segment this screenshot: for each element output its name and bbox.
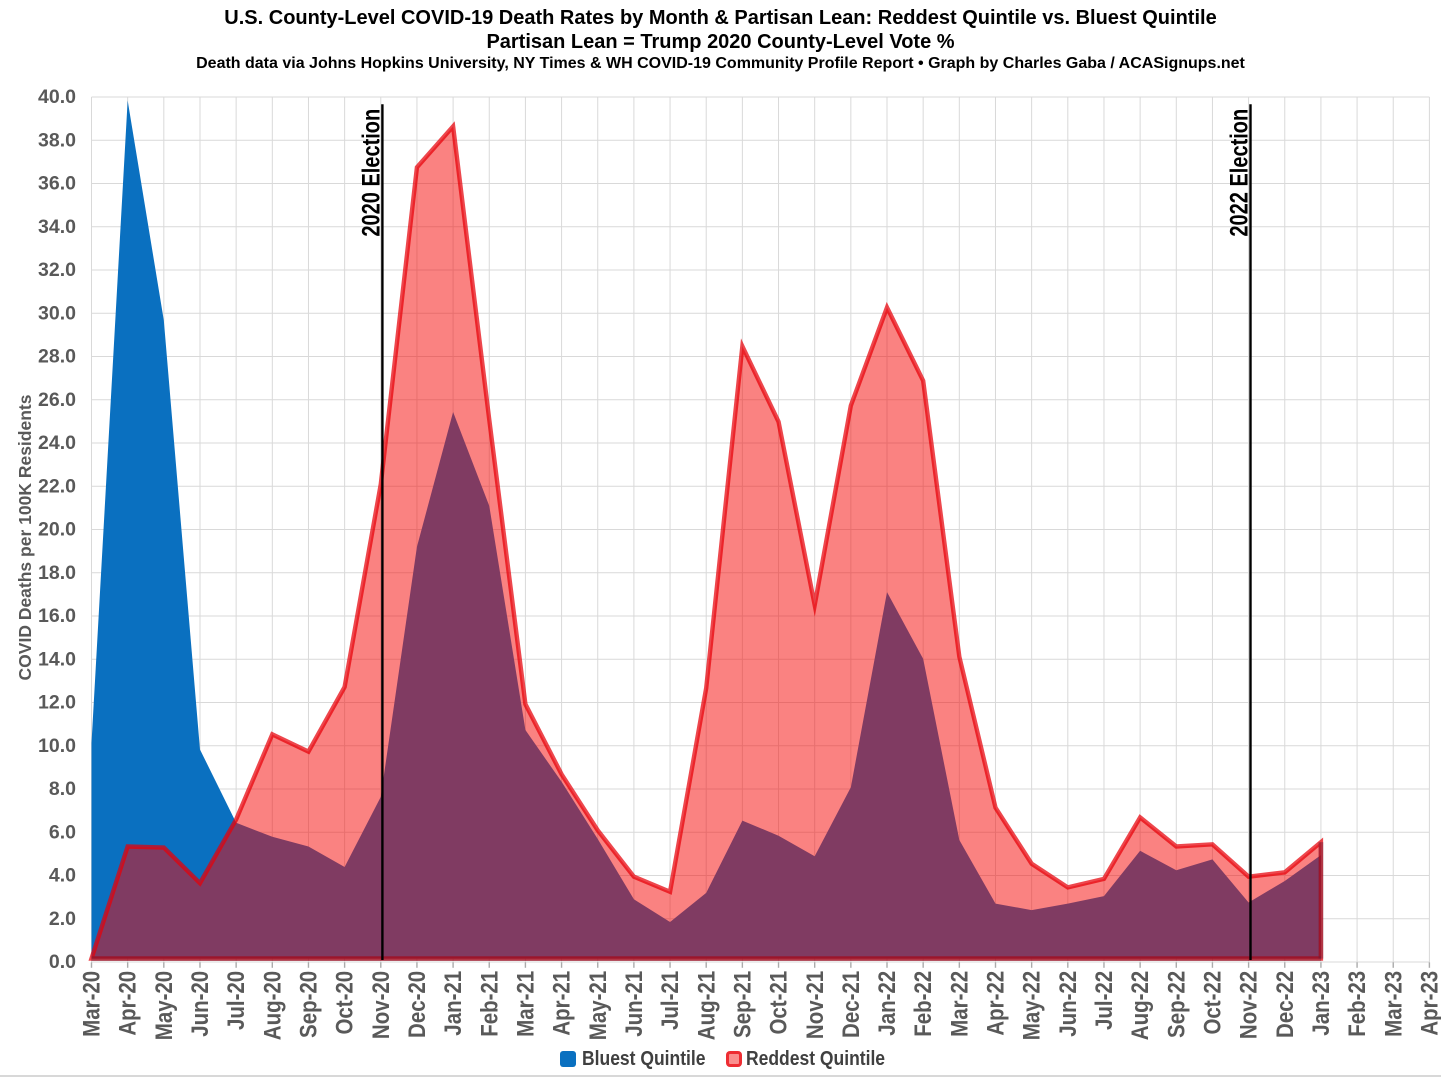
svg-text:8.0: 8.0 xyxy=(49,778,76,800)
svg-text:Dec-20: Dec-20 xyxy=(403,971,430,1038)
svg-text:Dec-21: Dec-21 xyxy=(837,971,864,1038)
svg-text:COVID Deaths per 100K Resident: COVID Deaths per 100K Residents xyxy=(15,394,35,680)
svg-text:2022 Election: 2022 Election xyxy=(1226,109,1254,237)
svg-text:May-20: May-20 xyxy=(150,971,177,1040)
svg-text:Dec-22: Dec-22 xyxy=(1271,971,1298,1038)
svg-text:Apr-20: Apr-20 xyxy=(114,971,141,1036)
svg-text:Apr-23: Apr-23 xyxy=(1416,971,1441,1036)
svg-text:22.0: 22.0 xyxy=(38,475,76,497)
svg-text:30.0: 30.0 xyxy=(38,302,76,324)
svg-text:Nov-22: Nov-22 xyxy=(1235,971,1262,1039)
svg-text:14.0: 14.0 xyxy=(38,648,76,670)
svg-text:Nov-20: Nov-20 xyxy=(367,971,394,1039)
svg-text:26.0: 26.0 xyxy=(38,389,76,411)
svg-text:2020 Election: 2020 Election xyxy=(357,109,385,237)
svg-text:32.0: 32.0 xyxy=(38,259,76,281)
svg-text:Jul-21: Jul-21 xyxy=(657,971,684,1030)
svg-text:Jun-21: Jun-21 xyxy=(620,971,647,1037)
svg-text:Mar-21: Mar-21 xyxy=(512,971,539,1037)
svg-text:0.0: 0.0 xyxy=(49,951,76,973)
svg-text:Jan-23: Jan-23 xyxy=(1307,971,1334,1036)
svg-text:2.0: 2.0 xyxy=(49,908,76,930)
svg-text:Jun-22: Jun-22 xyxy=(1054,971,1081,1037)
svg-text:Feb-22: Feb-22 xyxy=(910,971,937,1037)
svg-text:Feb-21: Feb-21 xyxy=(476,971,503,1037)
svg-text:28.0: 28.0 xyxy=(38,346,76,368)
svg-text:20.0: 20.0 xyxy=(38,519,76,541)
svg-text:Jul-20: Jul-20 xyxy=(223,971,250,1030)
svg-text:4.0: 4.0 xyxy=(49,865,76,887)
svg-text:34.0: 34.0 xyxy=(38,216,76,238)
svg-text:Jan-22: Jan-22 xyxy=(874,971,901,1036)
svg-text:38.0: 38.0 xyxy=(38,129,76,151)
svg-text:May-22: May-22 xyxy=(1018,971,1045,1040)
svg-text:Mar-23: Mar-23 xyxy=(1380,971,1407,1037)
svg-text:Jul-22: Jul-22 xyxy=(1091,971,1118,1030)
svg-text:24.0: 24.0 xyxy=(38,432,76,454)
svg-text:Nov-21: Nov-21 xyxy=(801,971,828,1039)
svg-text:40.0: 40.0 xyxy=(38,86,76,108)
svg-text:Jan-21: Jan-21 xyxy=(440,971,467,1036)
svg-text:Sep-20: Sep-20 xyxy=(295,971,322,1038)
svg-text:Oct-20: Oct-20 xyxy=(331,971,358,1035)
svg-text:Oct-22: Oct-22 xyxy=(1199,971,1226,1035)
svg-text:12.0: 12.0 xyxy=(38,692,76,714)
svg-text:Feb-23: Feb-23 xyxy=(1344,971,1371,1037)
svg-text:Apr-21: Apr-21 xyxy=(548,971,575,1036)
svg-text:10.0: 10.0 xyxy=(38,735,76,757)
svg-text:Apr-22: Apr-22 xyxy=(982,971,1009,1036)
svg-text:16.0: 16.0 xyxy=(38,605,76,627)
svg-text:36.0: 36.0 xyxy=(38,173,76,195)
svg-text:Mar-20: Mar-20 xyxy=(78,971,105,1037)
svg-text:Jun-20: Jun-20 xyxy=(187,971,214,1037)
svg-text:Aug-21: Aug-21 xyxy=(693,971,720,1040)
svg-text:Sep-22: Sep-22 xyxy=(1163,971,1190,1038)
svg-text:18.0: 18.0 xyxy=(38,562,76,584)
svg-text:6.0: 6.0 xyxy=(49,821,76,843)
svg-text:Sep-21: Sep-21 xyxy=(729,971,756,1038)
svg-text:Oct-21: Oct-21 xyxy=(765,971,792,1035)
svg-text:Aug-22: Aug-22 xyxy=(1127,971,1154,1040)
svg-text:Mar-22: Mar-22 xyxy=(946,971,973,1037)
svg-text:May-21: May-21 xyxy=(584,971,611,1040)
svg-text:Aug-20: Aug-20 xyxy=(259,971,286,1040)
